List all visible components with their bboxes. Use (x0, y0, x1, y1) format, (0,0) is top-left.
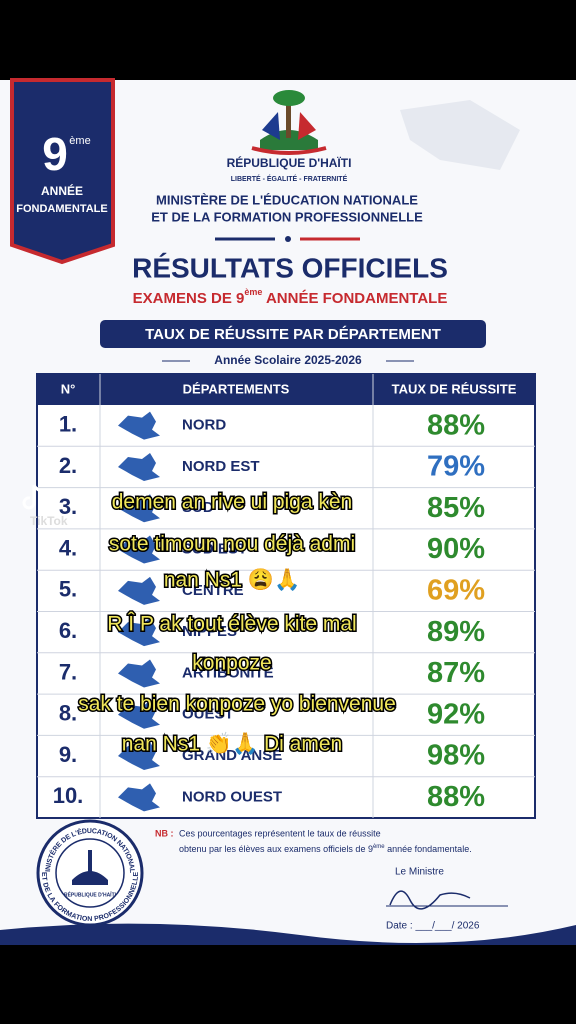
overlay: TikTok demen an rive ui piga kèn sote tim… (22, 484, 397, 757)
rate: 69% (427, 575, 485, 607)
department-map (118, 535, 160, 564)
row-number: 6. (59, 618, 77, 643)
section-title: TAUX DE RÉUSSITE PAR DÉPARTEMENT (145, 326, 441, 343)
department-map (118, 576, 160, 605)
department-map (118, 700, 160, 729)
minister: Le Ministre (395, 867, 444, 878)
nb-text: obtenu par les élèves aux examens offici… (179, 844, 472, 855)
subtitle-part: EXAMENS DE 9 (133, 290, 245, 307)
table-header (37, 374, 535, 405)
grade-banner (10, 78, 115, 265)
rate: 90% (427, 533, 485, 565)
caption: sote timoun nou déjà admi (109, 533, 355, 556)
rate: 89% (427, 616, 485, 648)
department: GRAND'ANSE (182, 747, 282, 764)
row-number: 3. (59, 494, 77, 519)
nb-label: NB : (155, 828, 174, 838)
department-map (118, 618, 160, 647)
caption: nan Ns1 😩🙏 (164, 568, 300, 592)
section-pill (100, 320, 486, 348)
department: OUEST (182, 706, 234, 723)
department: SUD (182, 499, 214, 516)
rate: 92% (427, 698, 485, 730)
row-number: 2. (59, 453, 77, 478)
rate: 85% (427, 492, 485, 524)
footer-wave (0, 923, 576, 945)
department: NORD OUEST (182, 788, 282, 805)
map-watermark (400, 100, 520, 170)
motto: LIBERTÉ - ÉGALITÉ - FRATERNITÉ (231, 174, 348, 183)
department-map (118, 742, 160, 771)
caption: sak te bien konpoze yo bienvenue (78, 693, 396, 716)
watermark: TikTok (30, 514, 68, 528)
ministry: ET DE LA FORMATION PROFESSIONNELLE (151, 209, 423, 224)
caption: demen an rive ui piga kèn (112, 491, 353, 514)
department: SUD EST (182, 541, 247, 558)
col-header: DÉPARTEMENTS (183, 381, 290, 396)
caption: nan Ns1 👏🙏 Di amen (122, 731, 342, 756)
ministry: MINISTÈRE DE L'ÉDUCATION NATIONALE (156, 192, 418, 207)
table: N° DÉPARTEMENTS TAUX DE RÉUSSITE 1. NORD 8… (36, 373, 536, 819)
rate: 98% (427, 740, 485, 772)
table-frame (36, 373, 536, 819)
nb-sup: ème (373, 844, 385, 850)
subtitle-sup: ème (244, 287, 262, 297)
banner-sup: ème (69, 135, 90, 147)
subtitle-part: ANNÉE FONDAMENTALE (262, 290, 447, 307)
rate: 79% (427, 451, 485, 483)
department: NORD EST (182, 458, 260, 475)
caption: R Î P ak tout élève kite mal (107, 613, 356, 636)
rate: 87% (427, 657, 485, 689)
department-map (118, 494, 160, 523)
banner-line: ANNÉE (41, 183, 83, 198)
nb-text: Ces pourcentages représentent le taux de… (179, 828, 381, 838)
col-header: N° (61, 381, 76, 396)
department-map (118, 659, 160, 688)
col-header: TAUX DE RÉUSSITE (392, 381, 517, 396)
department: NORD (182, 417, 226, 434)
department-map (118, 783, 160, 812)
nb-part: obtenu par les élèves aux examens offici… (179, 844, 373, 854)
banner-number: 9 (42, 128, 68, 180)
row-number: 9. (59, 742, 77, 767)
date: Date : ___/___/ 2026 (386, 921, 480, 932)
title: RÉSULTATS OFFICIELS (132, 252, 448, 283)
department: CENTRE (182, 582, 244, 599)
coat-of-arms (251, 90, 327, 155)
rate: 88% (427, 409, 485, 441)
nb-part: année fondamentale. (385, 844, 472, 854)
row-number: 5. (59, 577, 77, 602)
subtitle: EXAMENS DE 9ème ANNÉE FONDAMENTALE (133, 287, 448, 307)
signature (389, 890, 471, 910)
banner-line: FONDAMENTALE (16, 203, 107, 215)
caption: konpoze (192, 652, 271, 675)
rate: 88% (427, 781, 485, 813)
seal-center: RÉPUBLIQUE D'HAÏTI (64, 890, 117, 898)
row-number: 4. (59, 535, 77, 560)
row-number: 8. (59, 701, 77, 726)
row-number: 1. (59, 411, 77, 436)
department: NIPPES (182, 623, 237, 640)
tiktok-logo (22, 484, 44, 510)
divider-dot (285, 236, 291, 242)
school-year: Année Scolaire 2025-2026 (214, 353, 362, 367)
row-number: 10. (53, 783, 84, 808)
republic: RÉPUBLIQUE D'HAÏTI (227, 155, 352, 170)
department: ARTIBONITE (182, 664, 274, 681)
department-map (118, 452, 160, 481)
department-map (118, 411, 160, 440)
row-number: 7. (59, 659, 77, 684)
